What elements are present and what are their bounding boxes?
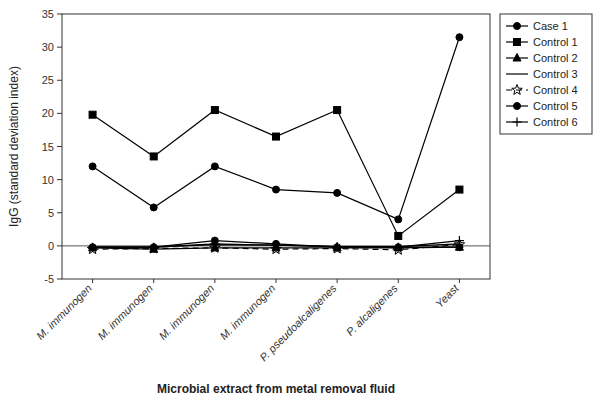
point-marker [210, 239, 219, 248]
x-tick [214, 279, 215, 283]
y-tick [57, 47, 62, 48]
point-marker [334, 107, 341, 114]
chart: -505101520253035M. immunogenM. immunogen… [0, 0, 600, 401]
legend-marker [513, 54, 521, 62]
legend-marker [514, 103, 521, 110]
legend-label: Control 3 [533, 68, 578, 80]
point-marker [272, 241, 281, 250]
y-tick [57, 146, 62, 147]
point-marker [150, 153, 157, 160]
point-marker [273, 186, 280, 193]
y-tick-label: 20 [42, 107, 54, 119]
legend-handle [506, 89, 528, 90]
series-line [93, 110, 460, 236]
y-tick-label: 5 [48, 207, 54, 219]
x-tick-label: M. immunogen [34, 282, 94, 342]
y-tick-label: 25 [42, 74, 54, 86]
x-tick [276, 279, 277, 283]
chart-container: -505101520253035M. immunogenM. immunogen… [0, 0, 600, 401]
series-line [93, 37, 460, 219]
x-tick [92, 279, 93, 283]
point-marker [456, 34, 463, 41]
y-tick-label: 35 [42, 8, 54, 20]
point-marker [395, 216, 402, 223]
x-tick-label: M. immunogen [156, 282, 216, 342]
x-tick-label: Yeast [433, 281, 462, 310]
y-tick [57, 179, 62, 180]
point-marker [394, 243, 403, 252]
point-marker [273, 133, 280, 140]
y-tick-label: 15 [42, 141, 54, 153]
point-marker [456, 186, 463, 193]
legend-marker [514, 23, 521, 30]
point-marker [148, 243, 158, 253]
point-marker [211, 107, 218, 114]
x-tick [337, 279, 338, 283]
series-group [87, 34, 464, 255]
legend-label: Control 5 [533, 100, 578, 112]
plot-frame [62, 14, 490, 279]
plot-area [62, 14, 490, 279]
y-tick-label: -5 [44, 273, 54, 285]
point-marker [87, 244, 97, 254]
point-marker [89, 163, 96, 170]
y-tick [57, 80, 62, 81]
legend-label: Control 4 [533, 84, 578, 96]
legend-marker [514, 39, 521, 46]
y-tick [57, 212, 62, 213]
legend-marker [513, 118, 522, 127]
point-marker [211, 163, 218, 170]
y-tick-label: 0 [48, 240, 54, 252]
y-tick [57, 279, 62, 280]
legend-handle [506, 73, 528, 74]
x-tick [398, 279, 399, 283]
point-marker [334, 189, 341, 196]
y-tick-label: 10 [42, 174, 54, 186]
point-marker [455, 236, 464, 245]
y-tick-label: 30 [42, 41, 54, 53]
legend: Case 1 Control 1 Control 2 Control 3 Control… [500, 14, 592, 134]
x-tick [153, 279, 154, 283]
y-tick [57, 245, 62, 246]
y-axis-label: IgG (standard deviation index) [7, 66, 21, 227]
legend-label: Control 6 [533, 116, 578, 128]
legend-label: Control 2 [533, 52, 578, 64]
legend-label: Case 1 [533, 20, 568, 32]
x-tick-label: M. immunogen [217, 282, 277, 342]
x-tick-label: P. alcaligenes [344, 282, 400, 338]
y-tick [57, 113, 62, 114]
point-marker [333, 242, 342, 251]
point-marker [150, 244, 157, 251]
point-marker [394, 243, 402, 251]
x-tick-label: P. pseudoalcaligenes [257, 282, 339, 364]
point-marker [89, 244, 96, 251]
point-marker [150, 204, 157, 211]
point-marker [395, 232, 402, 239]
x-axis-label: Microbial extract from metal removal flu… [157, 382, 395, 396]
point-marker [149, 243, 158, 252]
point-marker [88, 243, 97, 252]
point-marker [332, 243, 342, 253]
y-tick [57, 14, 62, 15]
x-tick-label: M. immunogen [95, 282, 155, 342]
legend-frame [500, 14, 592, 134]
x-tick [459, 279, 460, 283]
point-marker [395, 244, 402, 251]
point-marker [89, 111, 96, 118]
point-marker [89, 243, 97, 251]
legend-marker [512, 85, 522, 95]
legend-label: Control 1 [533, 36, 578, 48]
